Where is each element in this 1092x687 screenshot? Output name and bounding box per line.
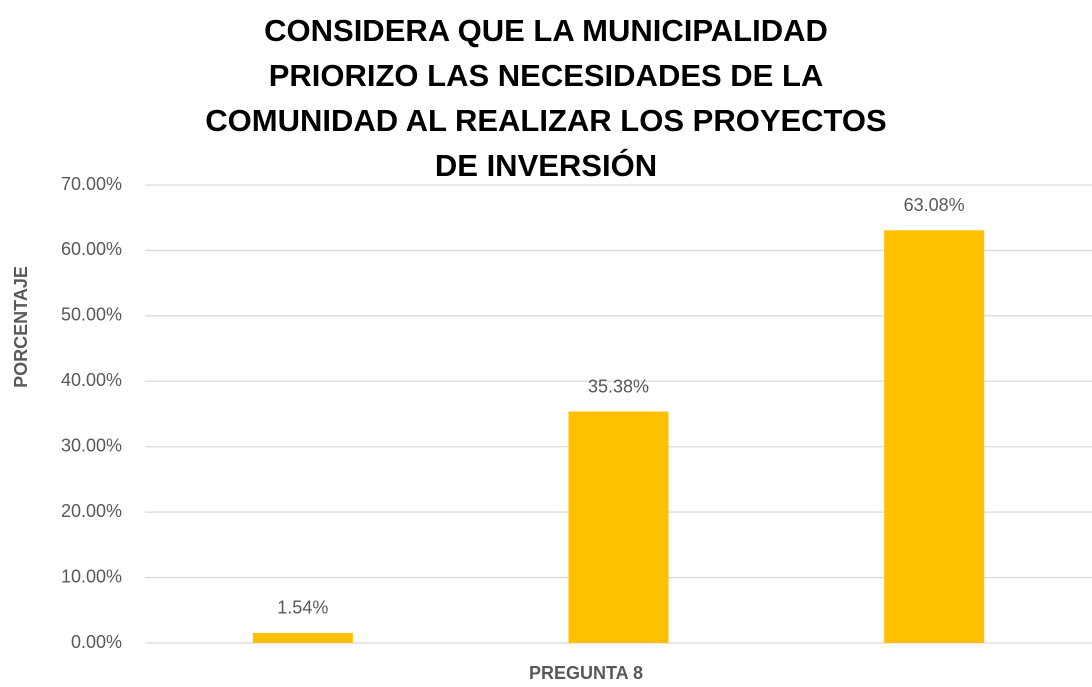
- chart-title: CONSIDERA QUE LA MUNICIPALIDAD PRIORIZO …: [205, 13, 887, 183]
- y-tick-label: 40.00%: [61, 370, 122, 390]
- bar: [252, 632, 353, 643]
- data-label: 35.38%: [588, 376, 649, 396]
- y-tick-label: 10.00%: [61, 566, 122, 586]
- bar: [884, 230, 985, 644]
- y-tick-label: 0.00%: [71, 632, 122, 652]
- bar: [568, 411, 669, 643]
- data-label: 1.54%: [277, 598, 328, 618]
- y-tick-label: 50.00%: [61, 305, 122, 325]
- y-tick-label: 70.00%: [61, 174, 122, 194]
- data-label: 63.08%: [904, 195, 965, 215]
- y-tick-label: 60.00%: [61, 239, 122, 259]
- y-tick-label: 30.00%: [61, 435, 122, 455]
- y-axis-label: PORCENTAJE: [11, 266, 31, 388]
- y-tick-label: 20.00%: [61, 501, 122, 521]
- x-axis-label: PREGUNTA 8: [529, 663, 643, 683]
